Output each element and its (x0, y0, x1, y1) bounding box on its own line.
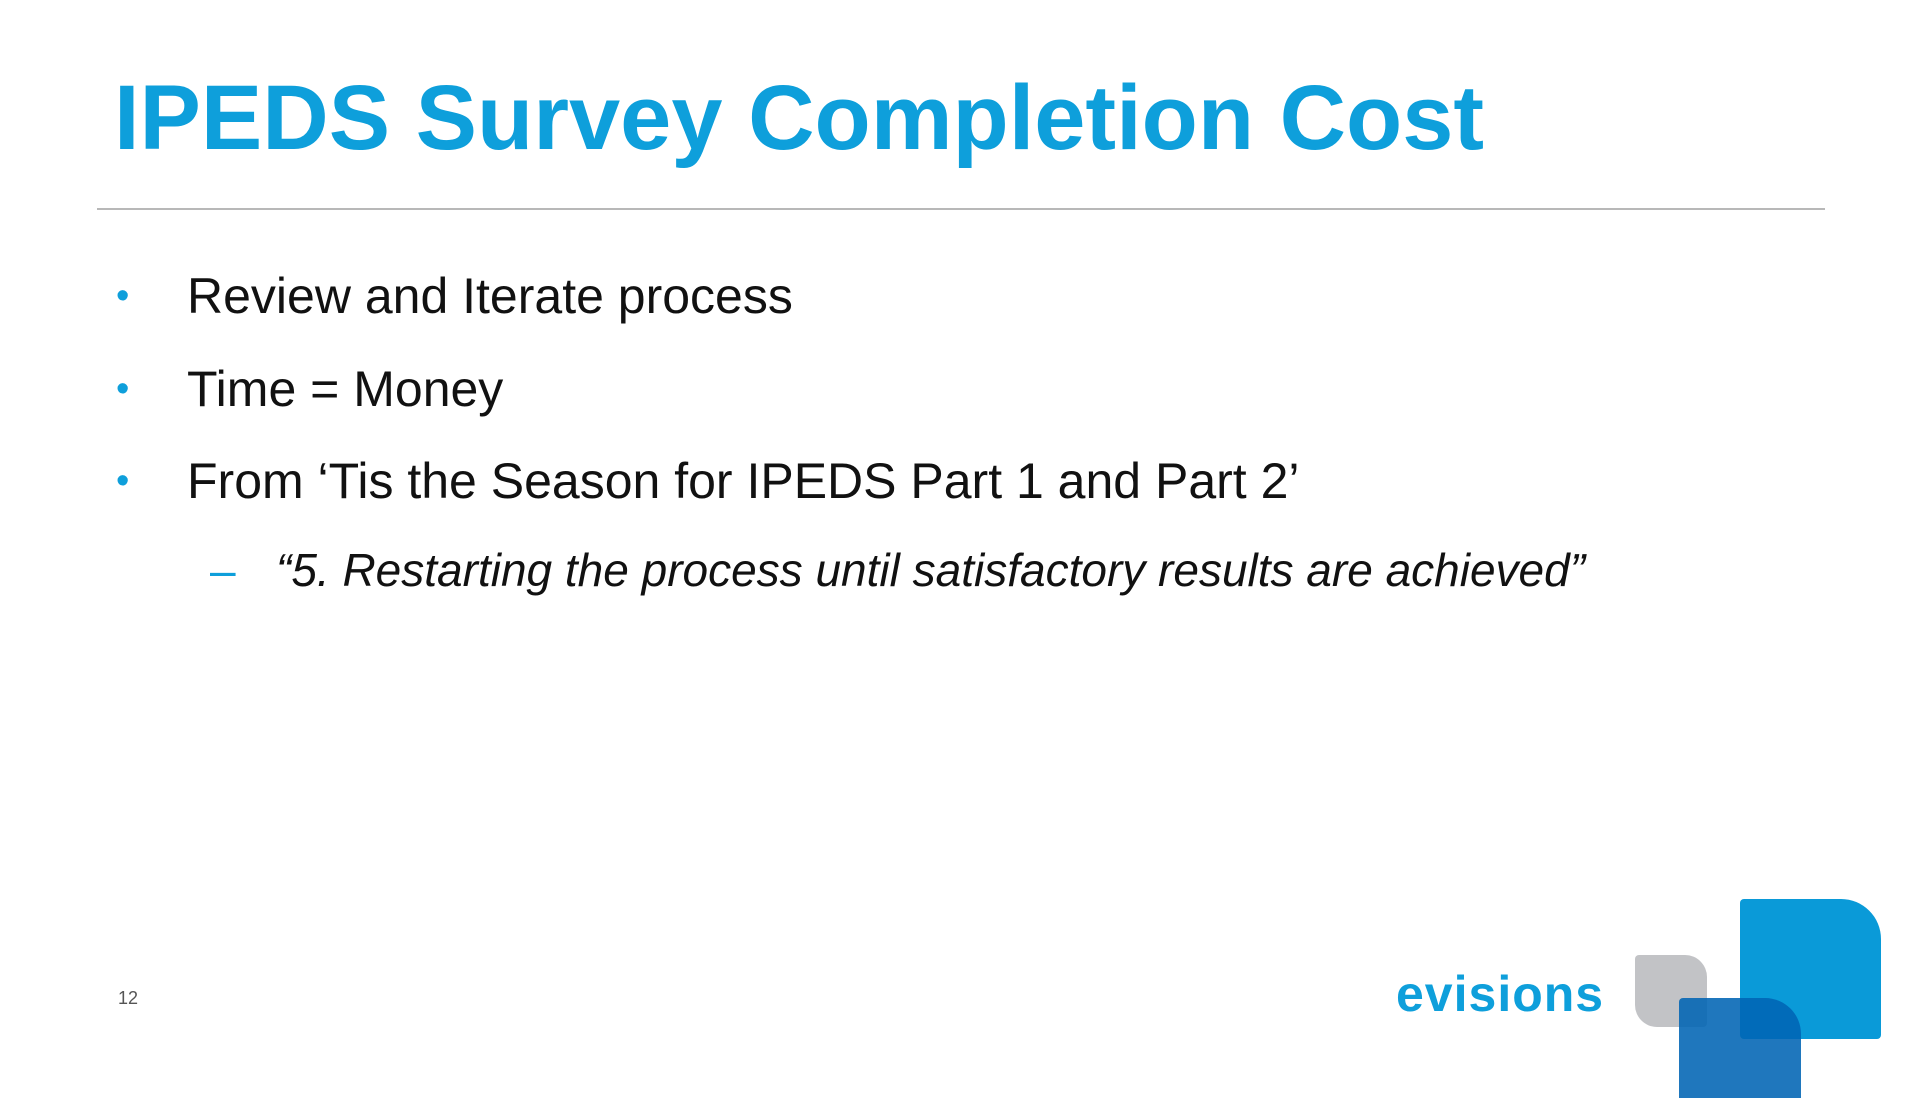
bullet-icon: • (116, 368, 130, 410)
title-divider (97, 208, 1825, 210)
bullet-text: Review and Iterate process (187, 268, 793, 324)
dash-icon: – (210, 544, 236, 596)
sub-bullet-text: “5. Restarting the process until satisfa… (276, 544, 1586, 596)
logo-wordmark: evisions (1396, 966, 1605, 1022)
logo-dark-blue-square-icon (1679, 998, 1801, 1098)
bullet-icon: • (116, 275, 130, 317)
bullet-icon: • (116, 460, 130, 502)
slide-title: IPEDS Survey Completion Cost (114, 67, 1485, 169)
page-number: 12 (118, 988, 139, 1008)
bullet-text: Time = Money (187, 361, 504, 417)
bullet-text: From ‘Tis the Season for IPEDS Part 1 an… (187, 453, 1300, 509)
